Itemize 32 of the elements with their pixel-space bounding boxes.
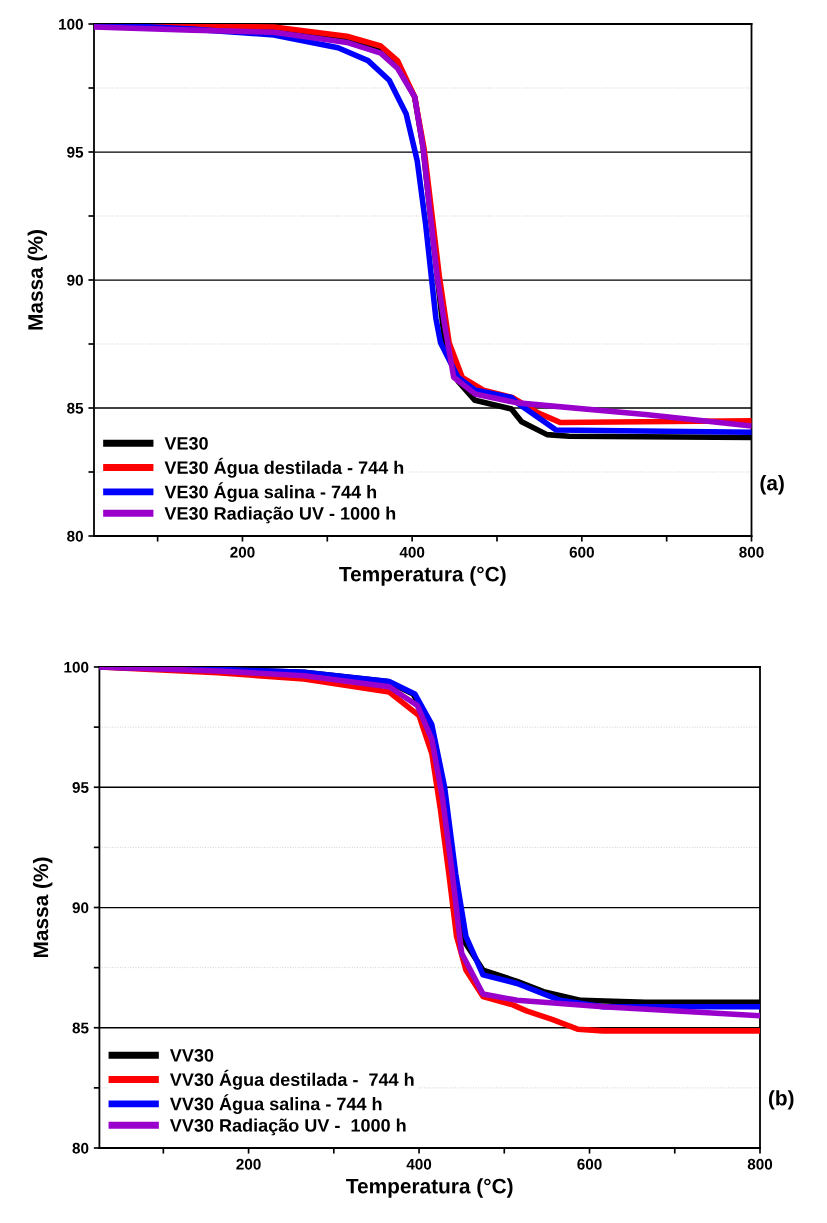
y-tick-label: 90 [67,274,83,286]
x-axis-title: Temperatura (°C) [339,566,506,586]
legend-label: VV30 [169,1048,214,1062]
x-tick-label: 200 [230,546,255,558]
x-tick-label: 400 [406,1158,432,1170]
x-tick-label: 400 [399,546,425,558]
legend-label: VV30 Água destilada - 744 h [169,1069,414,1090]
legend-label: VE30 Radiação UV - 1000 h [164,506,396,524]
y-tick-label: 80 [72,1142,89,1154]
y-tick-label: 85 [72,1022,89,1034]
legend-label: VV30 Água salina - 744 h [169,1094,382,1115]
text: (b) [768,1090,794,1110]
y-tick-label: 85 [67,402,84,414]
legend-label: VE30 Água destilada - 744 h [164,457,404,478]
x-tick-label: 600 [577,1158,602,1170]
legend-label: VE30 Água salina - 744 h [164,482,377,503]
y-tick-label: 90 [72,902,89,914]
x-tick-label: 600 [569,546,594,558]
y-tick-label: 80 [67,530,83,542]
y-tick-label: 95 [72,782,89,793]
y-tick-label: 100 [64,661,89,673]
x-tick-label: 800 [739,546,764,558]
y-tick-label: 95 [67,146,84,158]
x-axis-title: Temperatura (°C) [346,1178,513,1198]
legend-label: VV30 Radiação UV - 1000 h [169,1118,406,1136]
y-axis-title: Massa (%) [32,857,53,958]
y-tick-label: 100 [59,18,83,30]
text: (a) [760,475,784,495]
y-axis-title: Massa (%) [27,230,47,330]
x-tick-label: 800 [747,1158,773,1170]
legend-label: VE30 [164,436,208,450]
x-tick-label: 200 [236,1158,261,1170]
